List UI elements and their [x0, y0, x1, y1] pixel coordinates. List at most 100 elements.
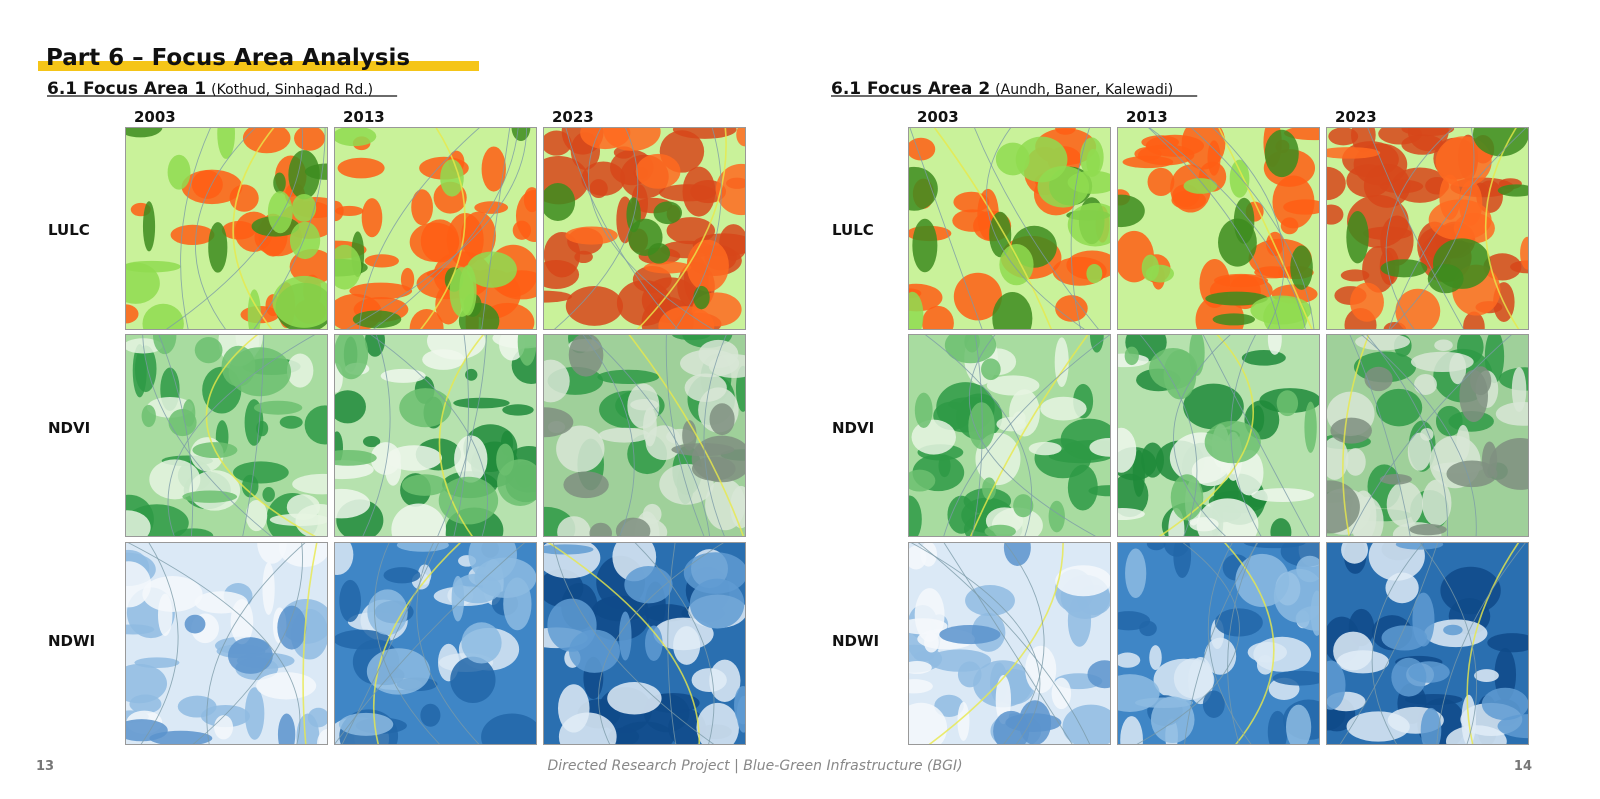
map-patch: [1003, 542, 1031, 566]
map-image: [1117, 542, 1320, 745]
map-patch: [217, 127, 235, 159]
map-patch: [141, 404, 156, 428]
map-patch: [1326, 166, 1346, 201]
map-road: [1388, 127, 1528, 330]
year-label: 2023: [552, 108, 594, 126]
map-patch: [523, 187, 537, 213]
map-patch: [1345, 448, 1366, 476]
map-patch: [184, 614, 206, 634]
map-border: [908, 334, 1111, 537]
map-patch: [1067, 170, 1111, 194]
map-patch: [1489, 438, 1529, 490]
map-border: [908, 127, 1111, 330]
map-patch: [1205, 291, 1268, 306]
map-patch: [908, 291, 924, 330]
map-patch: [908, 661, 932, 674]
map-road: [1139, 334, 1198, 537]
map-road: [1385, 127, 1455, 330]
map-patch: [1472, 127, 1529, 157]
map-patch: [125, 262, 160, 304]
map-patch: [380, 368, 426, 383]
map-patch: [1132, 450, 1145, 497]
map-patch: [334, 629, 391, 650]
map-road: [1348, 334, 1513, 537]
map-patch: [597, 369, 660, 385]
map-patch: [503, 577, 532, 631]
map-road: [419, 127, 466, 330]
map-road: [909, 542, 1041, 745]
map-patch: [134, 657, 180, 669]
map-road: [158, 334, 194, 537]
map-patch: [409, 308, 444, 330]
map-patch: [291, 193, 317, 222]
map-patch: [1048, 500, 1065, 533]
map-road: [636, 127, 727, 330]
map-patch: [999, 244, 1034, 286]
map-patch: [461, 622, 502, 664]
map-road: [547, 542, 700, 745]
map-patch: [653, 201, 683, 225]
heading-text: 6.1 Focus Area 1: [47, 79, 206, 99]
map-patch: [736, 127, 746, 147]
map-patch: [440, 159, 464, 197]
map-patch: [908, 702, 948, 745]
map-patch: [438, 476, 499, 525]
map-patch: [589, 179, 608, 199]
map-patch: [1013, 494, 1034, 518]
map-patch: [565, 286, 624, 326]
map-road: [552, 542, 715, 745]
map-road: [1227, 542, 1258, 745]
map-patch: [1202, 690, 1225, 718]
map-patch: [129, 694, 162, 714]
map-patch: [334, 449, 377, 466]
map-patch: [453, 397, 510, 409]
map-road: [634, 542, 715, 745]
map-border: [1326, 542, 1529, 745]
map-patch: [1422, 479, 1452, 526]
section-heading: 6.1 Focus Area 1 (Kothud, Sinhagad Rd.): [47, 79, 373, 99]
map-road: [341, 542, 440, 745]
heading-subtext: (Aundh, Baner, Kalewadi): [995, 82, 1173, 98]
map-patch: [989, 211, 1012, 258]
map-road: [1230, 334, 1262, 537]
heading-subtext: (Kothud, Sinhagad Rd.): [211, 82, 373, 98]
map-patch: [1350, 282, 1384, 322]
map-border: [334, 334, 537, 537]
map-patch: [588, 595, 649, 641]
map-road: [1148, 127, 1307, 330]
map-patch: [334, 390, 366, 424]
map-patch: [1273, 568, 1320, 623]
row-label: LULC: [832, 221, 874, 239]
year-label: 2013: [343, 108, 385, 126]
year-label: 2003: [917, 108, 959, 126]
map-road: [1371, 542, 1425, 745]
map-image: [125, 542, 328, 745]
map-patch: [1481, 687, 1529, 721]
map-road: [232, 127, 275, 330]
page-number: 13: [36, 759, 54, 774]
map-road: [195, 127, 257, 330]
map-patch: [334, 542, 354, 576]
map-patch: [1145, 264, 1174, 283]
map-patch: [245, 499, 268, 532]
map-road: [1360, 334, 1477, 537]
map-patch: [1362, 245, 1396, 293]
map-patch: [598, 427, 650, 443]
map-road: [924, 334, 1033, 537]
map-patch: [619, 611, 632, 661]
map-patch: [502, 404, 534, 416]
map-patch: [1414, 374, 1437, 395]
map-patch: [149, 459, 201, 500]
map-road: [1436, 542, 1527, 745]
map-patch: [396, 542, 449, 552]
map-patch: [1326, 204, 1344, 225]
map-patch: [1290, 245, 1313, 290]
map-patch: [981, 358, 1001, 381]
map-image: [1326, 334, 1529, 537]
map-patch: [908, 166, 938, 211]
map-road: [1158, 334, 1254, 537]
map-patch: [645, 625, 663, 661]
map-patch: [1474, 669, 1499, 682]
map-road: [1202, 334, 1310, 537]
map-patch: [177, 695, 217, 718]
